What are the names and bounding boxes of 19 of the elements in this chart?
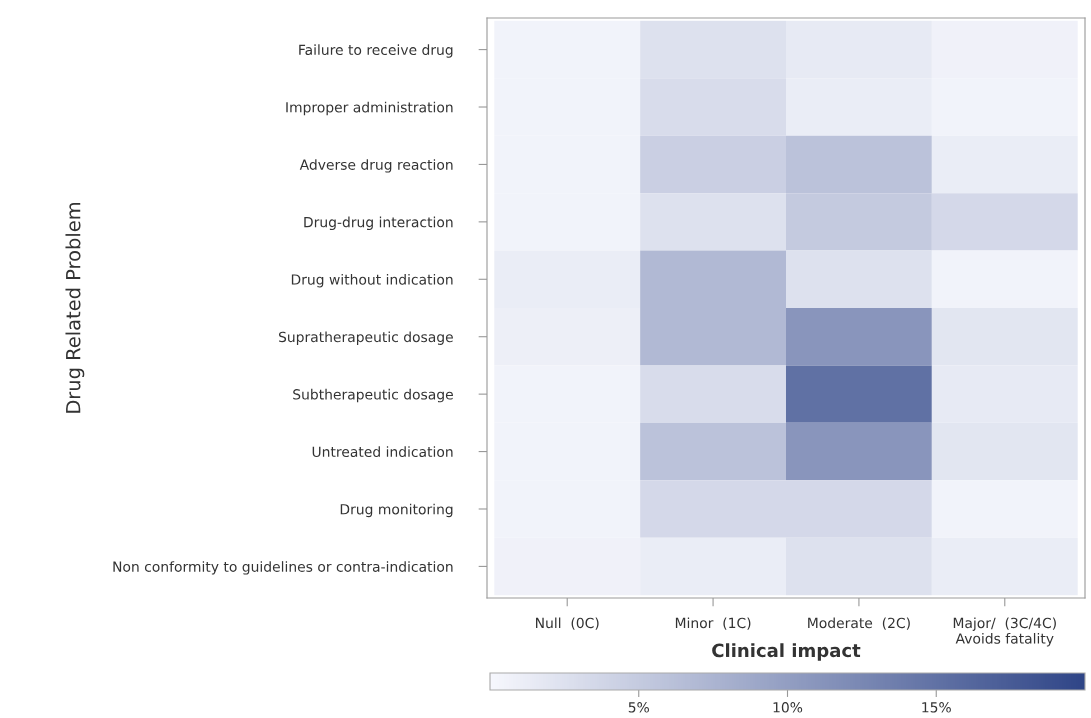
x-tick-label: Moderate (2C)	[808, 617, 910, 630]
y-tick-label: Drug-drug interaction	[304, 216, 453, 231]
y-tick-label: Adverse drug reaction	[299, 159, 453, 173]
y-tick-label: Non conformity to guidelines or contra-indication	[113, 561, 453, 575]
color-bar-label: 10%	[773, 702, 803, 713]
y-tick-label: Failure to receive drug	[299, 44, 453, 58]
y-tick-label: Subtherapeutic dosage	[293, 388, 453, 403]
x-tick-label: Minor (1C)	[675, 617, 751, 630]
y-tick-label: Untreated indication	[312, 446, 453, 458]
x-tick-label: Null (0C)	[536, 617, 599, 630]
y-tick-label: Drug without indication	[291, 274, 453, 288]
x-tick-label: Major/ (3C/4C) Avoids fatality	[953, 617, 1056, 647]
y-tick-label: Improper administration	[286, 101, 453, 116]
y-tick-label: Supratherapeutic dosage	[278, 331, 453, 345]
y-tick-label: Drug monitoring	[340, 503, 453, 518]
y-axis-title: Drug Related Problem	[65, 202, 85, 413]
x-axis-title: Clinical impact	[712, 643, 861, 661]
color-bar-label: 5%	[628, 702, 649, 713]
color-bar-label: 15%	[922, 702, 951, 713]
